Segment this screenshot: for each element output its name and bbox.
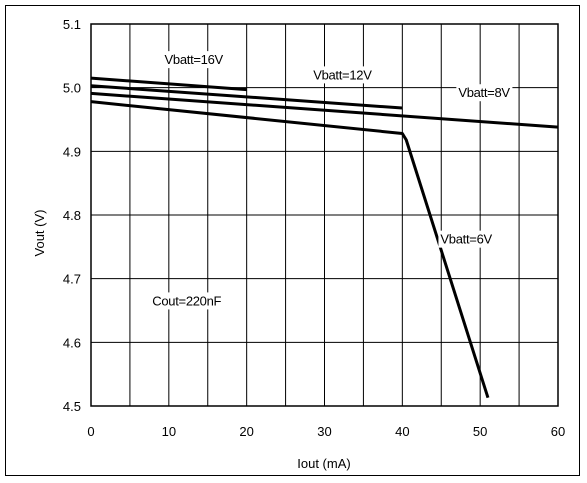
x-tick-label: 50	[473, 424, 487, 439]
x-tick-labels: 0 10 20 30 40 50 60	[87, 424, 565, 439]
x-tick-label: 60	[551, 424, 565, 439]
plot-area	[90, 23, 559, 407]
y-tick-label: 4.6	[63, 335, 81, 350]
y-tick-labels: 4.5 4.6 4.7 4.8 4.9 5.0 5.1	[63, 17, 81, 414]
annotation-background	[438, 230, 495, 248]
y-tick-label: 4.7	[63, 272, 81, 287]
annotation-label: Vbatt=16V	[165, 52, 224, 67]
series-line-vbatt-6v	[90, 100, 490, 399]
y-tick-label: 5.1	[63, 17, 81, 32]
annotation-label: Vbatt=8V	[458, 85, 510, 100]
y-axis-label: Vout (V)	[32, 210, 47, 257]
x-axis-label: Iout (mA)	[297, 456, 350, 471]
annotation-label: Vbatt=6V	[440, 232, 492, 247]
y-tick-label: 5.0	[63, 81, 81, 96]
x-tick-label: 0	[87, 424, 94, 439]
y-tick-label: 4.9	[63, 144, 81, 159]
x-tick-label: 10	[162, 424, 176, 439]
y-tick-label: 4.8	[63, 208, 81, 223]
annotation-background	[162, 51, 226, 69]
series-line-vbatt-16v	[90, 76, 247, 92]
series-layer	[90, 76, 559, 399]
annotations: Vbatt=16V Vbatt=12V Vbatt=8V Vbatt=6V Cout=2…	[150, 51, 513, 310]
annotation-background	[456, 84, 513, 102]
annotation-background	[311, 66, 375, 84]
x-tick-label: 30	[317, 424, 331, 439]
x-tick-label: 20	[239, 424, 253, 439]
annotation-label: Vbatt=12V	[313, 67, 372, 82]
y-tick-label: 4.5	[63, 399, 81, 414]
annotation-background	[150, 292, 224, 310]
x-tick-label: 40	[395, 424, 409, 439]
series-line-vbatt-8v	[90, 91, 559, 129]
annotation-label: Cout=220nF	[152, 293, 221, 308]
series-line-vbatt-12v	[90, 84, 403, 110]
